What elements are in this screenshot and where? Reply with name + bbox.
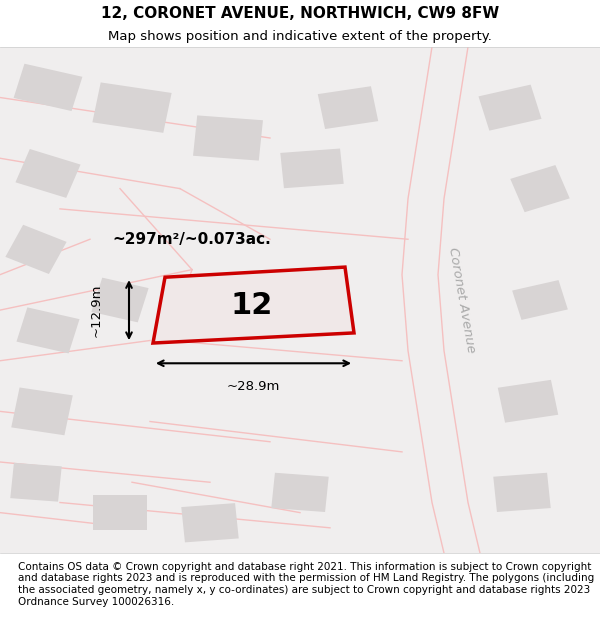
Polygon shape <box>91 278 149 322</box>
Text: ~28.9m: ~28.9m <box>227 379 280 392</box>
Polygon shape <box>14 64 82 111</box>
Text: 12, CORONET AVENUE, NORTHWICH, CW9 8FW: 12, CORONET AVENUE, NORTHWICH, CW9 8FW <box>101 6 499 21</box>
Text: ~297m²/~0.073ac.: ~297m²/~0.073ac. <box>113 232 271 247</box>
Text: ~12.9m: ~12.9m <box>89 283 103 337</box>
Polygon shape <box>498 380 558 423</box>
Polygon shape <box>92 82 172 133</box>
Polygon shape <box>93 495 147 531</box>
Text: 12: 12 <box>231 291 273 319</box>
Polygon shape <box>10 463 62 502</box>
Polygon shape <box>478 84 542 131</box>
Text: Contains OS data © Crown copyright and database right 2021. This information is : Contains OS data © Crown copyright and d… <box>18 562 594 606</box>
Polygon shape <box>11 388 73 435</box>
Polygon shape <box>5 225 67 274</box>
Polygon shape <box>193 116 263 161</box>
Polygon shape <box>153 267 354 343</box>
Polygon shape <box>318 86 378 129</box>
Polygon shape <box>512 280 568 320</box>
Polygon shape <box>16 308 80 353</box>
Text: Coronet Avenue: Coronet Avenue <box>446 246 478 354</box>
Polygon shape <box>493 472 551 512</box>
Polygon shape <box>271 472 329 512</box>
Polygon shape <box>181 503 239 542</box>
Polygon shape <box>16 149 80 198</box>
Polygon shape <box>510 165 570 212</box>
Polygon shape <box>181 275 251 325</box>
Text: Map shows position and indicative extent of the property.: Map shows position and indicative extent… <box>108 30 492 43</box>
Polygon shape <box>280 149 344 188</box>
